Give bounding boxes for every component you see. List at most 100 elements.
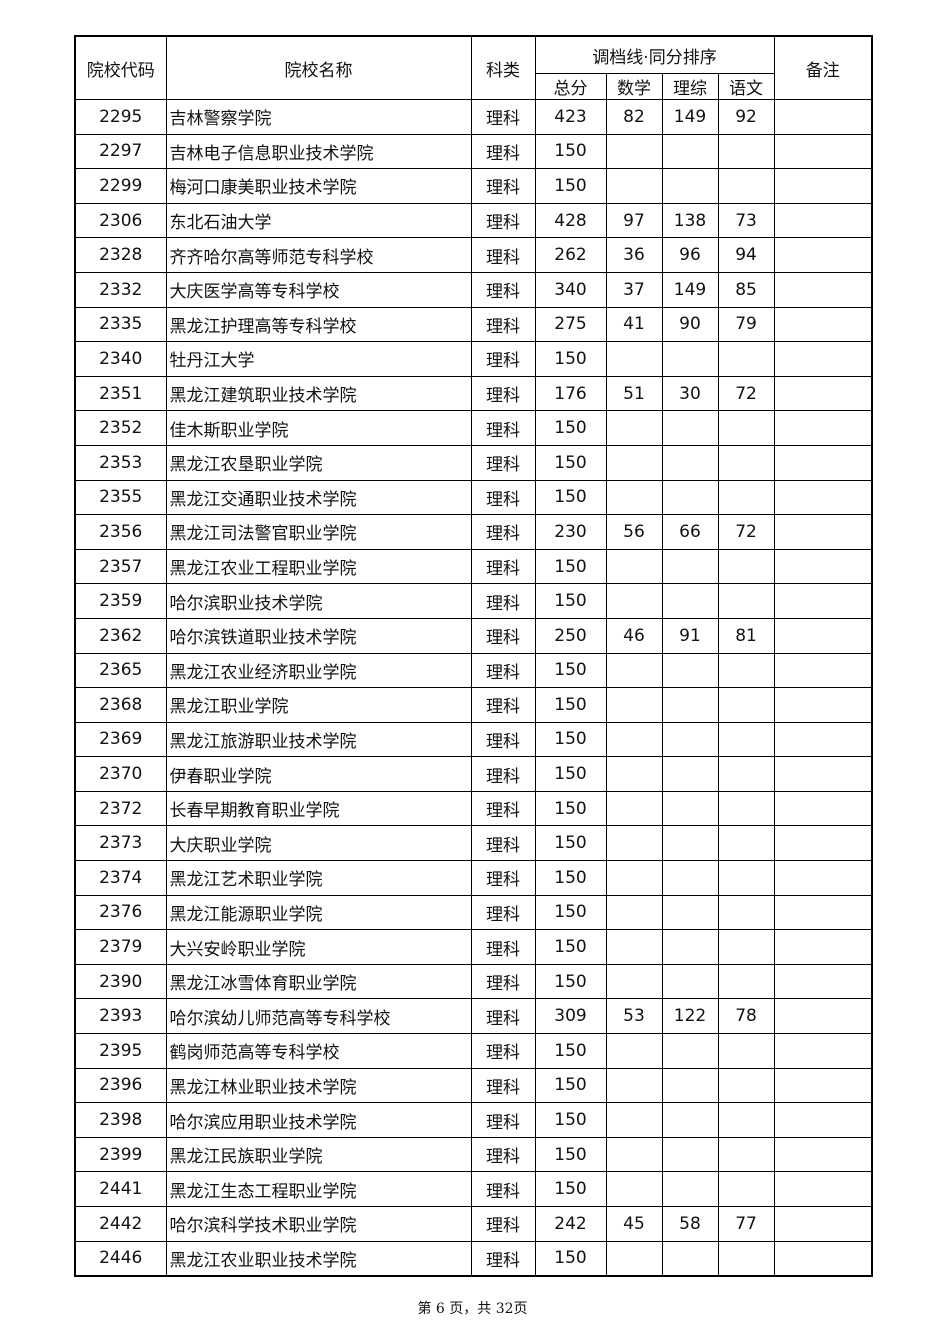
table-cell: 262: [534, 237, 607, 273]
table-cell: 149: [661, 271, 719, 308]
table-cell: [717, 479, 775, 516]
table-cell: [773, 1171, 873, 1207]
table-cell: [605, 790, 663, 827]
table-cell: [661, 583, 719, 619]
table-cell: 理科: [470, 652, 536, 689]
table-cell: [661, 756, 719, 792]
table-cell: 150: [534, 168, 607, 204]
table-cell: [717, 652, 775, 689]
school-name: 伊春职业学院: [165, 756, 472, 792]
table-cell: [773, 825, 873, 862]
school-name: 黑龙江林业职业技术学院: [165, 1067, 472, 1104]
table-cell: [605, 548, 663, 585]
table-cell: 150: [534, 1240, 607, 1277]
table-cell: [773, 687, 873, 723]
table-cell: 理科: [470, 1033, 536, 1069]
table-cell: 2374: [74, 860, 167, 896]
school-name: 黑龙江农业经济职业学院: [165, 652, 472, 689]
table-cell: 2355: [74, 479, 167, 516]
table-row: 2357 黑龙江农业工程职业学院 理科 150: [74, 548, 873, 585]
table-row: 2393 哈尔滨幼儿师范高等专科学校 理科 309 53 122 78: [74, 998, 873, 1035]
table-cell: [773, 617, 873, 654]
table-cell: 2332: [74, 271, 167, 308]
school-name: 黑龙江生态工程职业学院: [165, 1171, 472, 1207]
table-cell: 97: [605, 202, 663, 239]
table-row: 2373 大庆职业学院 理科 150: [74, 825, 873, 862]
table-row: 2442 哈尔滨科学技术职业学院 理科 242 45 58 77: [74, 1206, 873, 1242]
table-cell: 45: [605, 1206, 663, 1242]
table-row: 2395 鹤岗师范高等专科学校 理科 150: [74, 1033, 873, 1069]
table-cell: [605, 894, 663, 931]
school-name: 吉林警察学院: [165, 99, 472, 135]
table-row: 2398 哈尔滨应用职业技术学院 理科 150: [74, 1102, 873, 1138]
table-cell: [773, 237, 873, 273]
table-row: 2372 长春早期教育职业学院 理科 150: [74, 790, 873, 827]
school-name: 黑龙江司法警官职业学院: [165, 514, 472, 550]
table-cell: [605, 1136, 663, 1173]
table-cell: [773, 721, 873, 758]
table-row: 2399 黑龙江民族职业学院 理科 150: [74, 1136, 873, 1173]
table-row: 2369 黑龙江旅游职业技术学院 理科 150: [74, 721, 873, 758]
table-cell: 2359: [74, 583, 167, 619]
table-cell: [605, 1240, 663, 1277]
table-cell: 2352: [74, 410, 167, 446]
table-cell: 2328: [74, 237, 167, 273]
table-cell: [605, 825, 663, 862]
table-cell: 150: [534, 1033, 607, 1069]
table-row: 2297 吉林电子信息职业技术学院 理科 150: [74, 133, 873, 170]
table-cell: [661, 410, 719, 446]
header-cell: 调档线·同分排序: [534, 35, 775, 74]
table-row: 2340 牡丹江大学 理科 150: [74, 341, 873, 377]
table-cell: [605, 133, 663, 170]
table-cell: 150: [534, 860, 607, 896]
table-cell: 150: [534, 929, 607, 965]
table-cell: [661, 1033, 719, 1069]
table-cell: 理科: [470, 894, 536, 931]
table-cell: 72: [717, 514, 775, 550]
table-row: 2370 伊春职业学院 理科 150: [74, 756, 873, 792]
school-name: 黑龙江职业学院: [165, 687, 472, 723]
table-cell: [773, 375, 873, 412]
table-cell: 78: [717, 998, 775, 1035]
table-cell: [773, 929, 873, 965]
school-name: 黑龙江农垦职业学院: [165, 444, 472, 481]
table-cell: 85: [717, 271, 775, 308]
table-cell: 58: [661, 1206, 719, 1242]
table-cell: 理科: [470, 583, 536, 619]
table-cell: [717, 790, 775, 827]
table-cell: [605, 1067, 663, 1104]
table-cell: 150: [534, 894, 607, 931]
table-cell: 理科: [470, 963, 536, 1000]
table-row: 2352 佳木斯职业学院 理科 150: [74, 410, 873, 446]
table-row: 2335 黑龙江护理高等专科学校 理科 275 41 90 79: [74, 306, 873, 343]
table-cell: [661, 790, 719, 827]
table-cell: 150: [534, 1067, 607, 1104]
table-cell: [773, 860, 873, 896]
table-cell: [773, 1240, 873, 1277]
school-name: 长春早期教育职业学院: [165, 790, 472, 827]
table-cell: [661, 548, 719, 585]
table-cell: 理科: [470, 271, 536, 308]
table-cell: 理科: [470, 514, 536, 550]
table-cell: [661, 721, 719, 758]
table-cell: 理科: [470, 1171, 536, 1207]
table-row: 2379 大兴安岭职业学院 理科 150: [74, 929, 873, 965]
school-name: 哈尔滨应用职业技术学院: [165, 1102, 472, 1138]
table-cell: [605, 168, 663, 204]
table-cell: [773, 963, 873, 1000]
table-cell: [661, 341, 719, 377]
table-cell: 94: [717, 237, 775, 273]
table-cell: 150: [534, 444, 607, 481]
table-cell: 理科: [470, 825, 536, 862]
table-row: 2362 哈尔滨铁道职业技术学院 理科 250 46 91 81: [74, 617, 873, 654]
table-cell: 250: [534, 617, 607, 654]
table-cell: [773, 514, 873, 550]
table-cell: 2379: [74, 929, 167, 965]
table-cell: 2353: [74, 444, 167, 481]
table-cell: 150: [534, 479, 607, 516]
table-cell: 2396: [74, 1067, 167, 1104]
table-cell: 理科: [470, 998, 536, 1035]
table-cell: 81: [717, 617, 775, 654]
table-cell: 150: [534, 790, 607, 827]
table-cell: 理科: [470, 479, 536, 516]
